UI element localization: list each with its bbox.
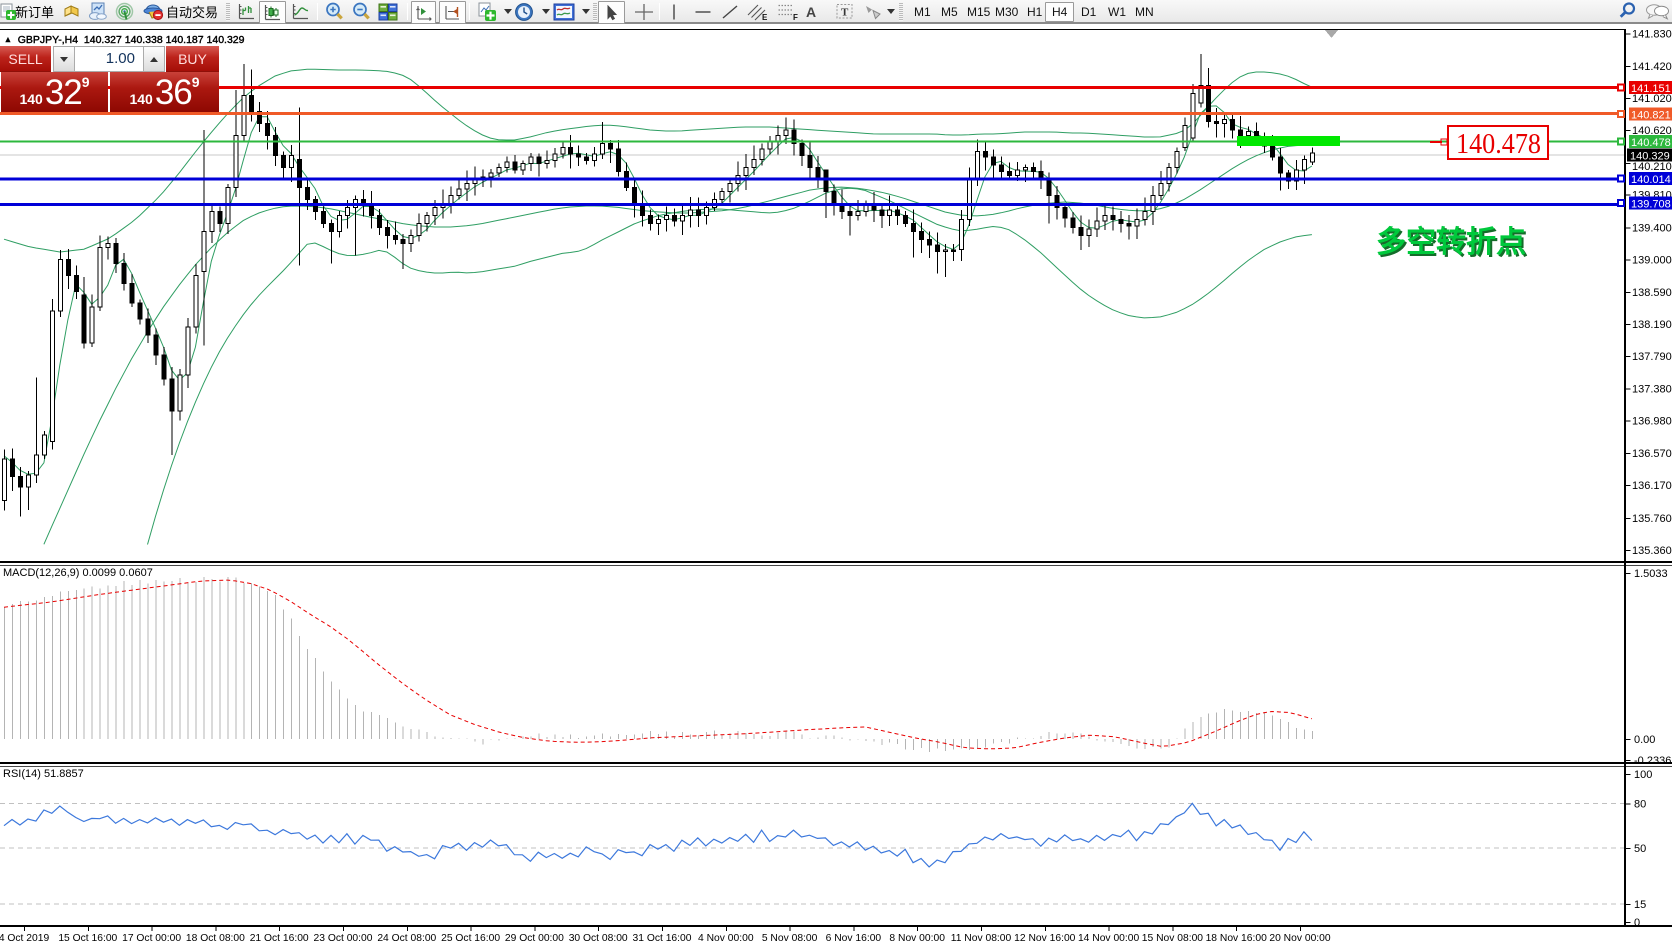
svg-text:21 Oct 16:00: 21 Oct 16:00 — [250, 933, 309, 944]
svg-text:RSI(14) 51.8857: RSI(14) 51.8857 — [3, 768, 84, 780]
svg-text:15 Oct 16:00: 15 Oct 16:00 — [58, 933, 117, 944]
svg-text:4 Oct 2019: 4 Oct 2019 — [0, 933, 49, 944]
svg-text:139.000: 139.000 — [1632, 254, 1672, 266]
svg-text:80: 80 — [1634, 799, 1646, 811]
svg-text:23 Oct 00:00: 23 Oct 00:00 — [314, 933, 373, 944]
svg-text:14 Nov 00:00: 14 Nov 00:00 — [1078, 933, 1140, 944]
svg-text:139.708: 139.708 — [1631, 198, 1671, 210]
svg-text:6 Nov 16:00: 6 Nov 16:00 — [826, 933, 882, 944]
svg-text:135.360: 135.360 — [1632, 545, 1672, 557]
svg-text:15 Nov 08:00: 15 Nov 08:00 — [1142, 933, 1204, 944]
svg-text:18 Nov 16:00: 18 Nov 16:00 — [1206, 933, 1268, 944]
svg-text:18 Oct 08:00: 18 Oct 08:00 — [186, 933, 245, 944]
svg-text:0: 0 — [1634, 917, 1640, 926]
svg-text:1.5033: 1.5033 — [1634, 568, 1668, 580]
svg-text:MACD(12,26,9) 0.0099 0.0607: MACD(12,26,9) 0.0099 0.0607 — [3, 567, 153, 579]
svg-text:11 Nov 08:00: 11 Nov 08:00 — [951, 933, 1012, 944]
svg-text:0.00: 0.00 — [1634, 734, 1655, 746]
svg-text:141.151: 141.151 — [1631, 83, 1671, 95]
svg-text:140.478: 140.478 — [1631, 137, 1671, 149]
svg-text:138.190: 138.190 — [1632, 319, 1672, 331]
svg-text:140.210: 140.210 — [1632, 161, 1672, 173]
svg-text:140.478: 140.478 — [1456, 129, 1541, 160]
svg-text:136.170: 136.170 — [1632, 480, 1672, 492]
svg-text:17 Oct 00:00: 17 Oct 00:00 — [122, 933, 181, 944]
svg-text:141.830: 141.830 — [1632, 29, 1672, 41]
svg-text:31 Oct 16:00: 31 Oct 16:00 — [633, 933, 692, 944]
svg-text:E: E — [762, 13, 768, 21]
svg-text:139.400: 139.400 — [1632, 222, 1672, 234]
svg-text:140.014: 140.014 — [1631, 174, 1671, 186]
svg-text:140.620: 140.620 — [1632, 125, 1672, 137]
svg-text:141.020: 141.020 — [1632, 93, 1672, 105]
svg-text:29 Oct 00:00: 29 Oct 00:00 — [505, 933, 564, 944]
svg-text:30 Oct 08:00: 30 Oct 08:00 — [569, 933, 628, 944]
svg-text:135.760: 135.760 — [1632, 513, 1672, 525]
svg-text:136.570: 136.570 — [1632, 448, 1672, 460]
svg-text:100: 100 — [1634, 769, 1652, 781]
svg-text:24 Oct 08:00: 24 Oct 08:00 — [377, 933, 436, 944]
svg-text:140.821: 140.821 — [1631, 110, 1671, 122]
svg-text:136.980: 136.980 — [1632, 416, 1672, 428]
svg-text:5 Nov 08:00: 5 Nov 08:00 — [762, 933, 818, 944]
svg-text:138.590: 138.590 — [1632, 287, 1672, 299]
svg-text:12 Nov 16:00: 12 Nov 16:00 — [1014, 933, 1076, 944]
svg-text:-0.2336: -0.2336 — [1634, 755, 1671, 763]
svg-text:4 Nov 00:00: 4 Nov 00:00 — [698, 933, 754, 944]
svg-text:多空转折点: 多空转折点 — [1376, 226, 1526, 259]
svg-text:15: 15 — [1634, 899, 1646, 911]
svg-text:50: 50 — [1634, 843, 1646, 855]
svg-text:137.380: 137.380 — [1632, 384, 1672, 396]
svg-text:137.790: 137.790 — [1632, 351, 1672, 363]
svg-text:141.420: 141.420 — [1632, 61, 1672, 73]
svg-text:T: T — [841, 7, 849, 19]
svg-text:25 Oct 16:00: 25 Oct 16:00 — [441, 933, 500, 944]
svg-text:F: F — [793, 13, 798, 21]
svg-text:20 Nov 00:00: 20 Nov 00:00 — [1269, 933, 1331, 944]
svg-text:8 Nov 00:00: 8 Nov 00:00 — [889, 933, 945, 944]
svg-text:140.329: 140.329 — [1630, 151, 1670, 163]
